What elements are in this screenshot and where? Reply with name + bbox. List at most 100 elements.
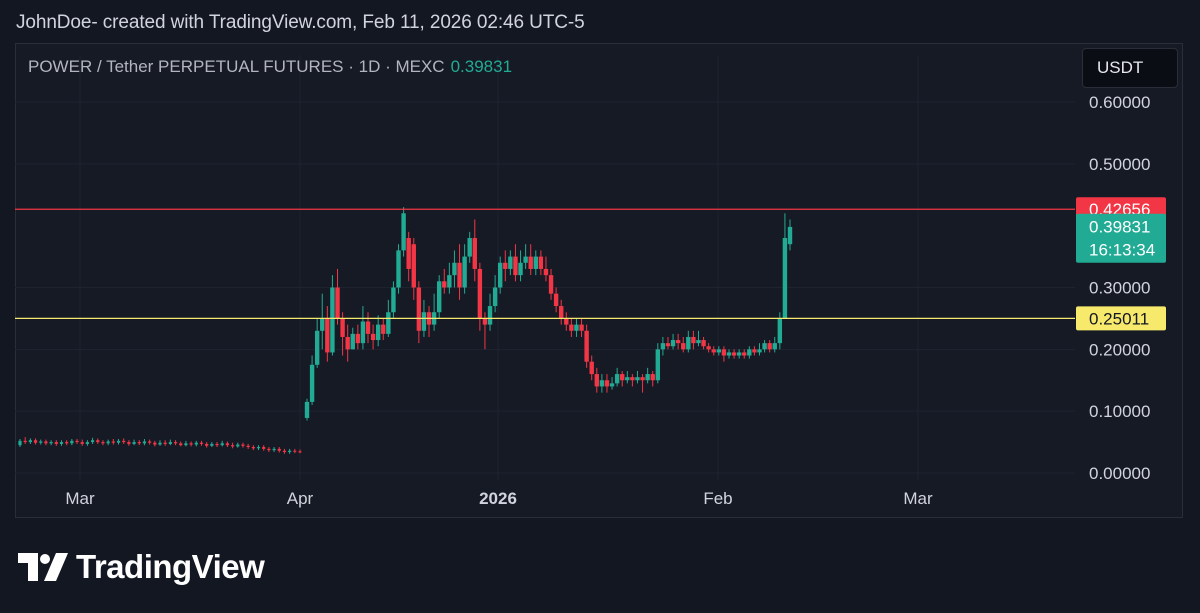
candle-body [767, 343, 772, 350]
candle-body [777, 318, 783, 344]
candle-body [569, 324, 574, 331]
candle-body [686, 336, 691, 350]
candle-body [320, 318, 325, 331]
candle-body [309, 364, 315, 402]
y-tick-label: 0.30000 [1089, 279, 1150, 298]
candle-body [635, 377, 640, 381]
candle-body [401, 213, 406, 251]
candle-body [122, 440, 126, 443]
candle-body [106, 441, 110, 444]
x-tick-label: Apr [287, 489, 314, 508]
candle-body [340, 318, 345, 337]
candle-body [28, 440, 32, 443]
candle-body [711, 349, 716, 353]
x-tick-label: Mar [903, 489, 933, 508]
candle-body [553, 293, 559, 307]
candle-body [462, 256, 467, 288]
candle-body [111, 441, 115, 443]
candle-body [65, 442, 69, 444]
candle-body [533, 256, 538, 269]
last-price: 0.39831 [450, 57, 513, 76]
chart-panel[interactable] [15, 43, 1183, 518]
candle-body [54, 442, 58, 444]
candle-body [370, 333, 376, 341]
candle-body [137, 442, 141, 444]
tradingview-logo[interactable]: TradingView [18, 548, 265, 586]
candle-body [33, 440, 38, 443]
candle-body [604, 380, 610, 387]
candle-body [518, 262, 523, 276]
candle-body [375, 324, 381, 341]
candle-body [282, 450, 287, 452]
candle-body [330, 287, 335, 353]
candle-body [670, 340, 676, 347]
candle-body [199, 442, 204, 444]
candle-body [277, 448, 281, 451]
candle-body [236, 444, 240, 447]
candle-body [452, 262, 457, 276]
candle-body [645, 374, 650, 381]
candle-body [594, 374, 599, 387]
candle-body [163, 442, 167, 444]
candle-body [701, 340, 706, 347]
candle-body [772, 343, 777, 350]
candle-body [391, 287, 396, 313]
candle-body [90, 440, 95, 443]
x-tick-label: Mar [65, 489, 95, 508]
candle-body [314, 330, 320, 365]
countdown-label: 16:13:34 [1089, 241, 1155, 260]
candle-body [256, 447, 261, 449]
candle-body [477, 268, 483, 319]
candle-body [650, 374, 655, 381]
y-tick-label: 0.00000 [1089, 464, 1150, 483]
candle-body [179, 443, 183, 446]
candle-body [609, 383, 615, 387]
y-tick-label: 0.50000 [1089, 155, 1150, 174]
last-price-label: 0.39831 [1089, 218, 1150, 237]
candle-body [18, 440, 22, 446]
candle-body [148, 441, 152, 443]
candle-body [467, 238, 472, 257]
candle-body [472, 238, 477, 269]
candle-body [325, 318, 330, 353]
candle-body [288, 450, 292, 452]
candle-body [543, 268, 549, 276]
candle-body [782, 238, 788, 319]
candle-body [691, 336, 696, 344]
candle-body [731, 352, 737, 356]
candle-body [584, 330, 589, 362]
price-lines [15, 208, 1075, 319]
candle-body [59, 442, 64, 444]
candle-body [416, 287, 422, 331]
candle-body [513, 256, 518, 276]
candle-body [625, 377, 630, 381]
currency-button[interactable]: USDT [1082, 48, 1178, 88]
candle-body [345, 336, 350, 350]
candle-body [579, 324, 584, 331]
symbol-description: POWER / Tether PERPETUAL FUTURES · 1D · … [28, 57, 445, 76]
candle-body [365, 321, 371, 334]
y-tick-label: 0.10000 [1089, 402, 1150, 421]
candle-body [355, 333, 361, 344]
candle-body [523, 256, 528, 263]
candle-body [503, 262, 508, 269]
candle-body [396, 250, 401, 288]
candles [18, 207, 793, 454]
candle-body [681, 343, 686, 350]
candle-body [498, 262, 503, 288]
candle-body [706, 346, 711, 350]
candle-body [675, 340, 681, 344]
candle-body [189, 443, 193, 445]
candle-body [589, 361, 594, 375]
candle-body [757, 349, 762, 353]
candle-body [80, 442, 84, 444]
candle-body [655, 349, 661, 381]
grid-lines [15, 55, 1075, 480]
candle-body [726, 352, 732, 356]
candle-body [153, 442, 157, 445]
candle-body [559, 306, 564, 319]
candle-body [142, 441, 147, 444]
candle-body [85, 442, 90, 444]
candle-body [293, 450, 297, 452]
